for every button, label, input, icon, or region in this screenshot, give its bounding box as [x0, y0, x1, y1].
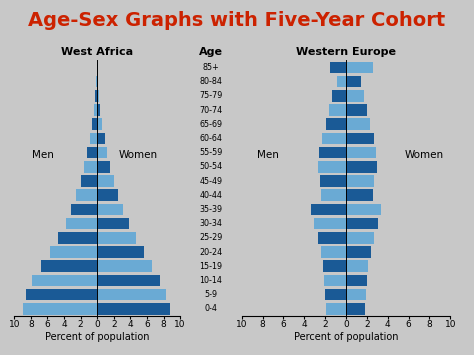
Bar	[97, 147, 107, 158]
Text: 15-19: 15-19	[200, 262, 222, 271]
Text: 60-64: 60-64	[200, 134, 222, 143]
Bar	[330, 62, 346, 73]
Bar	[97, 218, 128, 229]
Bar	[97, 275, 160, 286]
Bar	[97, 90, 99, 102]
Bar	[94, 104, 97, 116]
Bar	[346, 246, 371, 258]
Text: Men: Men	[257, 151, 279, 160]
Bar	[97, 76, 99, 87]
Bar	[324, 275, 346, 286]
Bar	[97, 190, 118, 201]
Text: 5-9: 5-9	[204, 290, 218, 299]
Text: Women: Women	[119, 151, 158, 160]
Bar	[320, 175, 346, 187]
Bar	[346, 133, 374, 144]
Bar	[346, 175, 374, 187]
Bar	[65, 218, 97, 229]
Bar	[346, 119, 370, 130]
Bar	[314, 218, 346, 229]
Bar	[81, 175, 97, 187]
Bar	[321, 246, 346, 258]
Text: Men: Men	[32, 151, 54, 160]
Title: Western Europe: Western Europe	[296, 47, 396, 57]
Bar	[337, 76, 346, 87]
Bar	[96, 76, 97, 87]
Bar	[41, 261, 97, 272]
Text: 70-74: 70-74	[200, 105, 222, 115]
Title: Age: Age	[199, 47, 223, 57]
Bar	[23, 303, 97, 315]
Bar	[346, 232, 374, 244]
Bar	[58, 232, 97, 244]
Bar	[323, 261, 346, 272]
Bar	[326, 303, 346, 315]
Text: 25-29: 25-29	[199, 233, 223, 242]
Text: 20-24: 20-24	[200, 247, 222, 257]
Bar	[50, 246, 97, 258]
Text: 80-84: 80-84	[200, 77, 222, 86]
Bar	[72, 204, 97, 215]
Text: 75-79: 75-79	[199, 91, 223, 100]
Bar	[97, 104, 100, 116]
Title: West Africa: West Africa	[61, 47, 133, 57]
X-axis label: Percent of population: Percent of population	[45, 332, 149, 342]
X-axis label: Percent of population: Percent of population	[294, 332, 398, 342]
Bar	[326, 119, 346, 130]
Bar	[325, 289, 346, 300]
Bar	[90, 133, 97, 144]
Bar	[310, 204, 346, 215]
Bar	[346, 161, 377, 173]
Bar	[346, 147, 376, 158]
Text: 65-69: 65-69	[200, 120, 222, 129]
Bar	[97, 232, 136, 244]
Bar	[97, 133, 105, 144]
Bar	[84, 161, 97, 173]
Text: 50-54: 50-54	[200, 162, 222, 171]
Bar	[346, 204, 382, 215]
Bar	[346, 303, 365, 315]
Text: 30-34: 30-34	[200, 219, 222, 228]
Bar	[92, 119, 97, 130]
Text: 55-59: 55-59	[199, 148, 223, 157]
Text: 0-4: 0-4	[204, 304, 218, 313]
Bar	[26, 289, 97, 300]
Bar	[97, 289, 166, 300]
Bar	[318, 232, 346, 244]
Bar	[346, 104, 367, 116]
Bar	[346, 289, 366, 300]
Bar	[346, 90, 364, 102]
Bar	[97, 119, 102, 130]
Text: 10-14: 10-14	[200, 276, 222, 285]
Bar	[319, 147, 346, 158]
Bar	[321, 190, 346, 201]
Bar	[97, 161, 110, 173]
Bar	[318, 161, 346, 173]
Bar	[346, 261, 368, 272]
Bar	[329, 104, 346, 116]
Bar	[346, 218, 378, 229]
Bar	[97, 175, 114, 187]
Text: 35-39: 35-39	[200, 205, 222, 214]
Bar	[332, 90, 346, 102]
Text: 45-49: 45-49	[200, 176, 222, 186]
Bar	[95, 90, 97, 102]
Bar	[97, 303, 170, 315]
Text: 85+: 85+	[202, 63, 219, 72]
Bar	[322, 133, 346, 144]
Bar	[97, 261, 152, 272]
Bar	[87, 147, 97, 158]
Text: 40-44: 40-44	[200, 191, 222, 200]
Bar	[346, 275, 367, 286]
Bar	[97, 204, 123, 215]
Bar	[97, 246, 145, 258]
Bar	[346, 76, 361, 87]
Bar	[346, 62, 373, 73]
Bar	[346, 190, 373, 201]
Text: Women: Women	[405, 151, 444, 160]
Bar	[76, 190, 97, 201]
Bar	[32, 275, 97, 286]
Text: Age-Sex Graphs with Five-Year Cohort: Age-Sex Graphs with Five-Year Cohort	[28, 11, 446, 30]
